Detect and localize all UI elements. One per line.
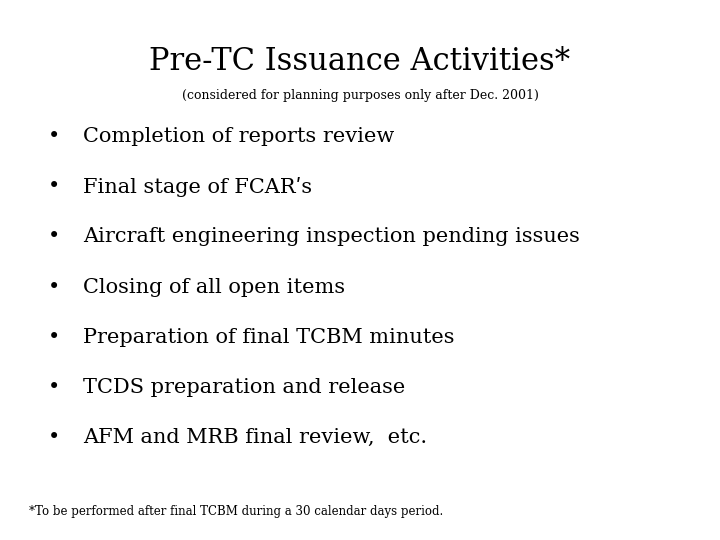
Text: •: • — [48, 177, 60, 196]
Text: •: • — [48, 378, 60, 397]
Text: AFM and MRB final review,  etc.: AFM and MRB final review, etc. — [83, 428, 427, 447]
Text: Aircraft engineering inspection pending issues: Aircraft engineering inspection pending … — [83, 227, 580, 246]
Text: •: • — [48, 127, 60, 146]
Text: Final stage of FCARʹs: Final stage of FCARʹs — [83, 177, 312, 197]
Text: (considered for planning purposes only after Dec. 2001): (considered for planning purposes only a… — [181, 89, 539, 102]
Text: •: • — [48, 278, 60, 296]
Text: Closing of all open items: Closing of all open items — [83, 278, 345, 296]
Text: •: • — [48, 227, 60, 246]
Text: •: • — [48, 428, 60, 447]
Text: *To be performed after final TCBM during a 30 calendar days period.: *To be performed after final TCBM during… — [29, 505, 443, 518]
Text: •: • — [48, 328, 60, 347]
Text: Preparation of final TCBM minutes: Preparation of final TCBM minutes — [83, 328, 454, 347]
Text: TCDS preparation and release: TCDS preparation and release — [83, 378, 405, 397]
Text: Pre-TC Issuance Activities*: Pre-TC Issuance Activities* — [150, 46, 570, 77]
Text: Completion of reports review: Completion of reports review — [83, 127, 394, 146]
